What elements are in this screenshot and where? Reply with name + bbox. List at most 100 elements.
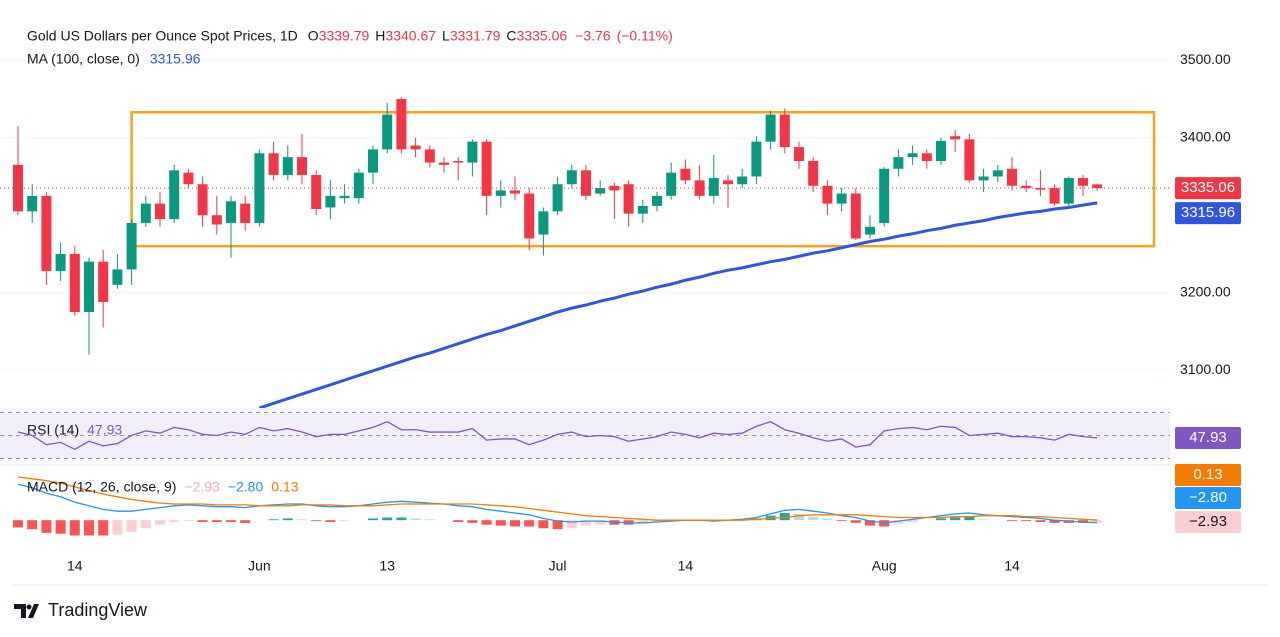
candle-body [368,149,378,173]
histogram-bar [1035,520,1046,522]
change-pct: (−0.11%) [617,28,673,44]
ohlc-label: C [506,28,516,44]
candle-body [794,147,804,162]
histogram-bar [481,520,492,525]
histogram-bar [467,520,478,523]
histogram-bar [510,520,520,527]
candle-body [1035,188,1046,190]
histogram-bar [27,520,38,530]
candle-body [1021,185,1032,189]
histogram-bar [936,518,946,521]
histogram-bar [112,520,123,535]
candle-body [893,157,904,169]
brand-name: TradingView [48,600,148,620]
candle-body [169,170,180,220]
candle-body [382,114,393,150]
histogram-bar [637,520,648,524]
y-tick-label: 3500.00 [1180,51,1231,67]
candle-body [850,193,861,239]
histogram-bar [297,519,307,521]
ma-badge-bg [1175,202,1241,225]
candle-body [467,141,478,163]
candle-body [694,180,705,196]
signal-badge-bg [1175,464,1241,486]
candle-body [297,157,307,175]
histogram-bar [282,518,293,521]
moving-average [258,201,1098,408]
candle-body [55,253,66,271]
price-badge: 3335.06 [1181,179,1235,196]
ohlc-label: O [308,28,319,44]
rsi-line [17,420,1098,451]
candle-body [566,170,577,185]
candle-body [211,215,222,225]
ohlc-value: 3331.79 [450,28,501,44]
histogram-bar [410,518,421,521]
hist-badge-bg [1175,511,1241,533]
candle-body [822,185,833,204]
macd-line [17,483,1098,524]
candle-body [936,140,946,162]
y-tick-label: 3400.00 [1180,128,1231,144]
candle-body [183,172,194,185]
ma-badge: 3315.96 [1181,204,1235,221]
x-tick-label: 14 [678,558,694,574]
histogram-bar [652,520,662,522]
histogram-bar [169,520,180,522]
candle-body [140,203,151,223]
histogram-bar [211,520,222,522]
y-tick-label: 3200.00 [1180,283,1231,299]
change: −3.76 [575,28,611,44]
candle-body [1049,188,1060,204]
histogram-bar [240,520,251,523]
ma-label: MA (100, close, 0) [27,51,140,67]
histogram-bar [524,520,535,527]
candle-body [907,153,918,158]
candle-body [1063,178,1074,204]
candle-body [112,269,123,285]
candle-body [609,185,620,191]
candle-body [13,164,23,212]
candle-body [992,170,1003,177]
candle-body [325,195,336,208]
histogram-bar [84,520,94,536]
histogram-bar [865,520,875,526]
histogram-bar [779,513,790,521]
candle-body [723,180,733,185]
histogram-bar [566,520,577,529]
histogram-bar [1092,520,1103,523]
candle-body [680,168,691,181]
brand-logo [14,604,39,618]
x-tick-label: Aug [872,558,897,574]
candle-body [27,195,38,212]
histogram-bar [964,516,975,521]
macd-value: −2.80 [228,479,264,495]
candle-body [69,253,80,312]
histogram-bar [453,520,464,522]
histogram-bar [836,520,847,522]
candle-body [637,205,648,214]
candle-body [197,184,208,216]
histogram-bar [126,520,137,532]
candle-body [510,190,520,194]
histogram-bar [424,519,435,521]
ohlc-label: L [442,28,450,44]
macd-badge-bg [1175,487,1241,509]
ohlc-label: H [375,28,385,44]
candle-body [879,168,890,223]
histogram-bar [1007,520,1017,522]
histogram-bar [822,518,833,521]
candle-body [1078,178,1088,186]
candle-body [339,195,350,199]
histogram-bar [226,520,236,522]
rsi-label: RSI (14) [27,422,79,438]
rsi-badge-bg [1175,427,1241,449]
candle-body [623,184,634,214]
candle-body [978,176,989,181]
x-tick-label: 14 [67,558,83,574]
candle-body [254,153,265,223]
histogram-bar [368,518,378,521]
candle-body [481,141,492,196]
candle-body [439,162,449,165]
histogram-bar [69,520,80,536]
